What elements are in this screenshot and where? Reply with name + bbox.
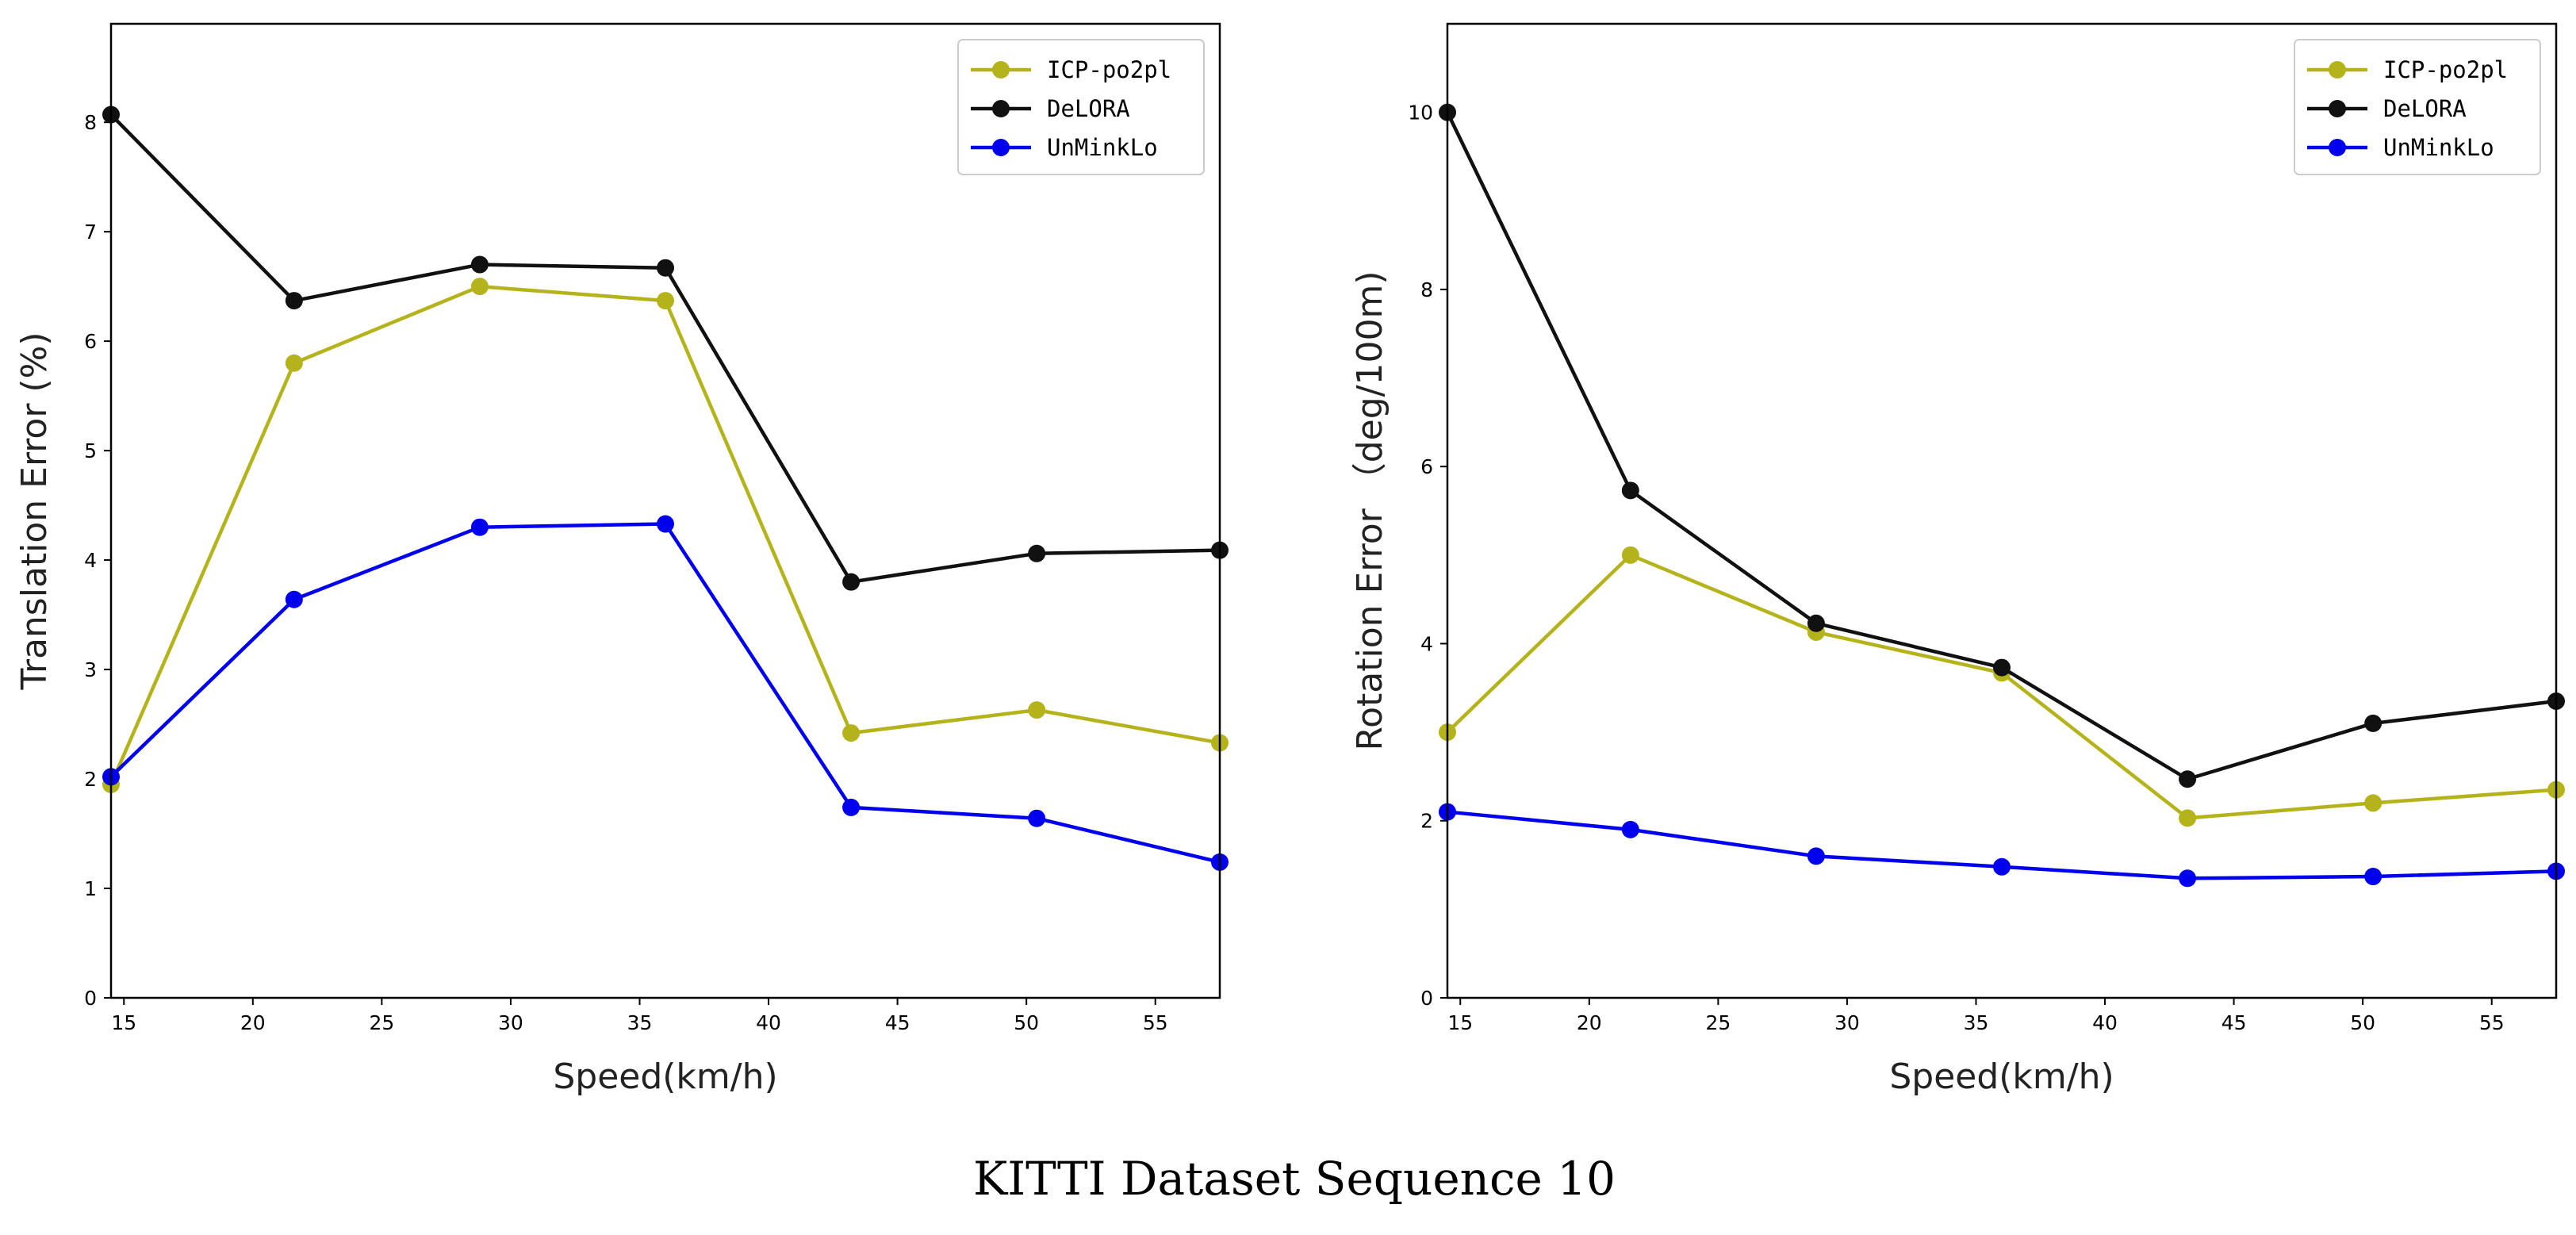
legend-marker-icp-po2pl [992, 61, 1010, 79]
x-tick-label: 40 [2092, 1011, 2118, 1034]
data-point-delora [1807, 614, 1825, 632]
legend-label-delora: DeLORA [2383, 95, 2467, 122]
x-tick-label: 25 [1705, 1011, 1731, 1034]
x-tick-label: 20 [1577, 1011, 1602, 1034]
legend-marker-unminklo [992, 139, 1010, 156]
data-point-unminklo [1621, 820, 1639, 838]
data-point-icp-po2pl [1621, 546, 1639, 564]
y-tick-label: 10 [1408, 102, 1433, 125]
legend-box [957, 39, 1205, 175]
data-point-unminklo [1028, 809, 1046, 827]
data-point-icp-po2pl [842, 724, 861, 742]
series-line-icp-po2pl [109, 284, 1221, 785]
y-tick-label: 8 [1420, 278, 1433, 301]
legend: ICP-po2pl DeLORA UnMinkLo [957, 39, 1205, 175]
y-tick-label: 4 [84, 549, 97, 572]
y-tick-label: 0 [84, 987, 97, 1010]
x-tick-label: 15 [111, 1011, 136, 1034]
y-axis-label: Rotation Error （deg/100m) [1350, 271, 1390, 751]
x-tick-label: 30 [1834, 1011, 1860, 1034]
plot-frame [109, 22, 1221, 999]
legend-box [2294, 39, 2541, 175]
series-line-icp-po2pl [1446, 553, 2557, 820]
data-point-unminklo [2364, 868, 2382, 886]
data-point-unminklo [657, 515, 674, 533]
data-point-delora [2364, 714, 2382, 732]
legend-label-icp-po2pl: ICP-po2pl [2383, 56, 2508, 83]
y-tick-label: 4 [1420, 632, 1433, 655]
data-point-unminklo [842, 798, 861, 816]
legend-marker-delora [2329, 100, 2346, 117]
data-point-delora [1993, 658, 2011, 677]
x-tick-label: 55 [1143, 1011, 1168, 1034]
data-point-icp-po2pl [1028, 701, 1046, 719]
x-tick-label: 45 [885, 1011, 910, 1034]
x-axis-label: Speed(km/h) [553, 1057, 777, 1097]
figure-caption: KITTI Dataset Sequence 10 [973, 1152, 1616, 1206]
x-tick-label: 40 [756, 1011, 781, 1034]
x-tick-label: 20 [240, 1011, 266, 1034]
data-point-unminklo [2179, 869, 2197, 888]
x-tick-label: 25 [369, 1011, 394, 1034]
data-point-delora [470, 255, 489, 274]
x-tick-label: 35 [1964, 1011, 1989, 1034]
legend-label-delora: DeLORA [1047, 95, 1130, 122]
y-tick-label: 5 [84, 439, 97, 462]
legend-marker-delora [992, 100, 1010, 117]
data-point-unminklo [1993, 857, 2011, 876]
y-axis-label: Translation Error (%) [14, 332, 55, 690]
data-point-unminklo [470, 518, 489, 536]
y-tick-label: 8 [84, 111, 97, 134]
series-line-unminklo [109, 522, 1221, 865]
x-tick-label: 45 [2221, 1011, 2247, 1034]
legend-marker-unminklo [2329, 139, 2346, 156]
x-tick-label: 55 [2479, 1011, 2505, 1034]
data-point-icp-po2pl [470, 278, 489, 296]
data-point-unminklo [285, 590, 303, 608]
legend-label-icp-po2pl: ICP-po2pl [1047, 56, 1171, 83]
data-point-delora [2179, 770, 2197, 788]
y-tick-label: 6 [84, 330, 97, 353]
y-tick-label: 2 [1420, 810, 1433, 833]
x-tick-label: 35 [627, 1011, 653, 1034]
legend-marker-icp-po2pl [2329, 61, 2346, 79]
data-point-delora [285, 292, 303, 310]
y-tick-label: 6 [1420, 455, 1433, 478]
legend: ICP-po2pl DeLORA UnMinkLo [2294, 39, 2541, 175]
translation-error-chart: 15 20 25 30 35 40 45 50 55012345678ICP-po2plDeLO… [14, 22, 1229, 1097]
data-point-icp-po2pl [285, 354, 303, 372]
y-tick-label: 7 [84, 221, 97, 244]
legend-label-unminklo: UnMinkLo [2383, 134, 2494, 161]
y-tick-label: 3 [84, 658, 97, 681]
data-point-delora [1621, 481, 1639, 500]
data-point-delora [1028, 544, 1046, 562]
x-tick-label: 15 [1447, 1011, 1473, 1034]
data-point-icp-po2pl [657, 292, 674, 310]
data-point-icp-po2pl [2364, 794, 2382, 812]
rotation-error-chart: 15 20 25 30 35 40 45 50 55 0 2 4 6 8 10 ICP-po2pl DeLORA… [1350, 22, 2565, 1097]
x-tick-label: 50 [1014, 1011, 1039, 1034]
x-axis-label: Speed(km/h) [1889, 1057, 2114, 1097]
plot-frame [1446, 22, 2558, 999]
y-tick-label: 2 [84, 768, 97, 791]
y-tick-label: 1 [84, 877, 97, 900]
legend-label-unminklo: UnMinkLo [1047, 134, 1158, 161]
series-line-delora [109, 113, 1221, 584]
data-point-delora [842, 573, 861, 591]
x-tick-label: 30 [498, 1011, 523, 1034]
data-point-unminklo [1807, 847, 1825, 865]
data-point-delora [657, 259, 674, 277]
x-tick-label: 50 [2350, 1011, 2375, 1034]
y-tick-label: 0 [1420, 987, 1433, 1010]
data-point-icp-po2pl [2179, 809, 2197, 827]
